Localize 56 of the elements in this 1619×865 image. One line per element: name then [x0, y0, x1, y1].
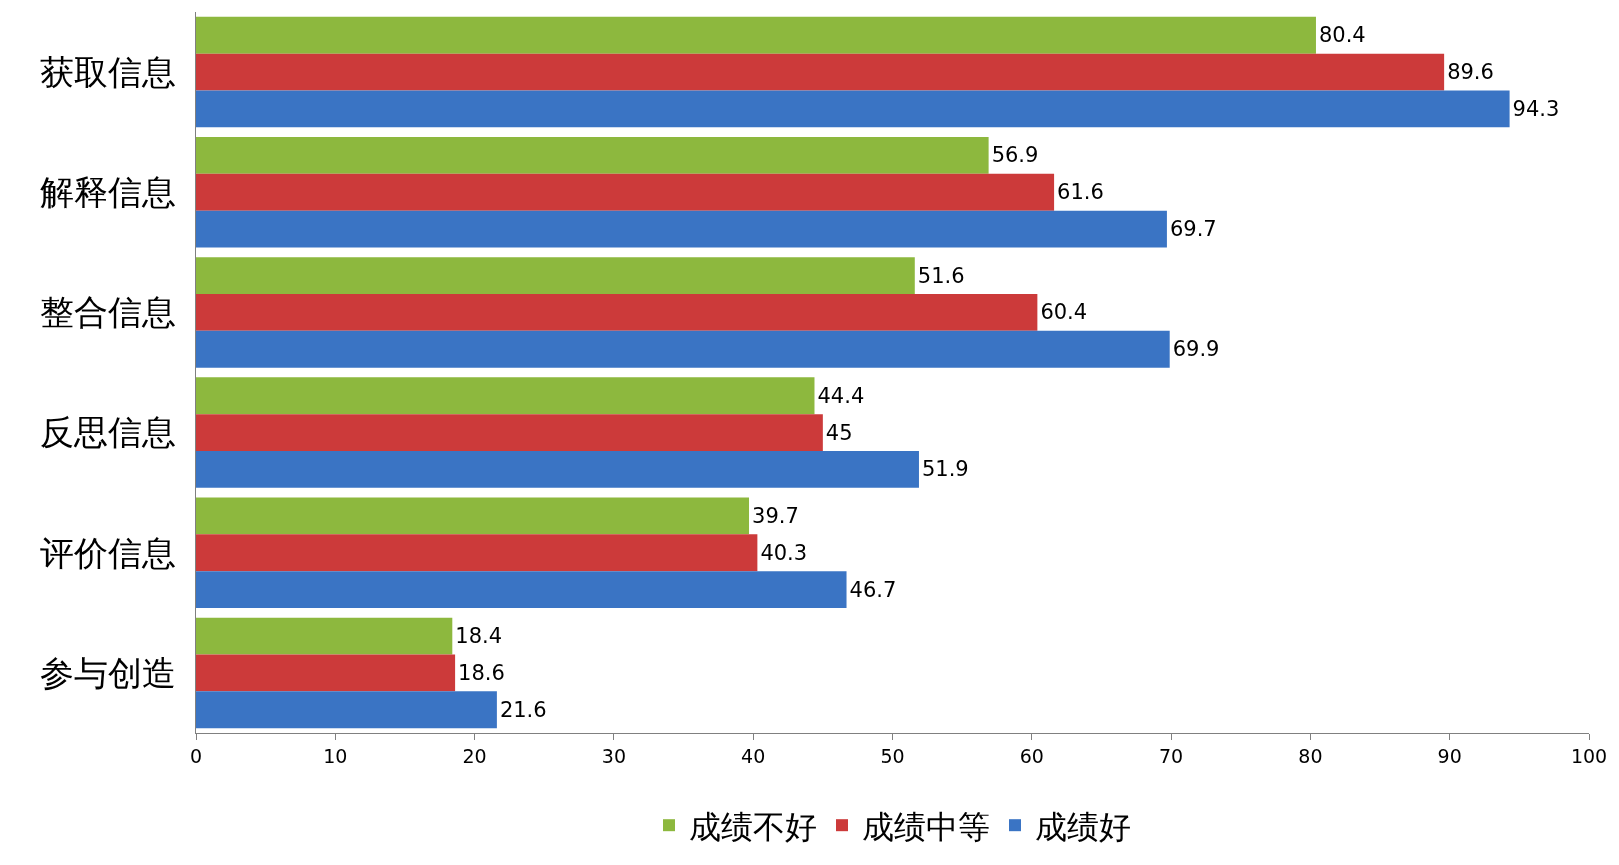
data-label: 51.6 — [917, 263, 965, 288]
data-label: 94.3 — [1512, 96, 1560, 121]
bar — [196, 16, 1316, 54]
x-tick-label: 70 — [1159, 744, 1184, 767]
data-label: 61.6 — [1057, 180, 1104, 205]
data-label: 39.7 — [752, 503, 799, 528]
bar — [196, 330, 1170, 368]
legend-label: 成绩好 — [1035, 807, 1131, 846]
data-label: 69.7 — [1169, 217, 1217, 242]
bar — [196, 293, 1038, 331]
bar — [196, 414, 823, 452]
bar — [196, 136, 989, 174]
bar — [196, 691, 497, 729]
bar — [196, 451, 919, 488]
x-tick-label: 0 — [189, 744, 203, 767]
x-tick-label: 20 — [462, 744, 487, 767]
x-tick-label: 10 — [323, 744, 348, 767]
bar — [196, 210, 1167, 248]
x-tick-label: 50 — [880, 744, 905, 767]
y-tick-label: 获取信息 — [40, 51, 177, 92]
data-label: 18.6 — [458, 660, 505, 685]
x-tick-label: 40 — [741, 744, 766, 767]
bar — [196, 571, 847, 609]
bar — [196, 257, 915, 294]
bar — [196, 534, 758, 572]
data-label: 46.7 — [849, 577, 897, 602]
x-tick-label: 80 — [1298, 744, 1323, 767]
data-label: 89.6 — [1447, 60, 1494, 85]
data-label: 40.3 — [760, 540, 808, 565]
data-label: 21.6 — [499, 697, 547, 722]
data-label: 51.9 — [921, 457, 969, 482]
data-label: 56.9 — [991, 143, 1039, 168]
y-tick-label: 整合信息 — [40, 292, 177, 333]
bar — [196, 53, 1445, 91]
legend-label: 成绩不好 — [689, 807, 817, 846]
data-label: 69.9 — [1172, 337, 1220, 362]
data-label: 44.4 — [817, 383, 865, 408]
bar — [196, 90, 1510, 128]
x-tick-label: 90 — [1437, 744, 1462, 767]
data-label: 18.4 — [455, 624, 503, 649]
data-label: 60.4 — [1040, 300, 1088, 325]
data-label: 80.4 — [1318, 23, 1366, 48]
bar — [196, 377, 815, 415]
x-tick-label: 60 — [1019, 744, 1044, 767]
y-tick-label: 参与创造 — [40, 652, 177, 693]
x-tick-label: 100 — [1570, 744, 1608, 767]
y-tick-label: 评价信息 — [40, 532, 177, 573]
legend-label: 成绩中等 — [862, 807, 990, 846]
data-label: 45 — [825, 420, 853, 445]
x-tick-label: 30 — [601, 744, 626, 767]
y-tick-label: 解释信息 — [40, 172, 177, 213]
bar — [196, 654, 456, 692]
bar — [196, 497, 750, 535]
y-tick-label: 反思信息 — [40, 412, 177, 453]
bar — [196, 617, 453, 655]
bar — [196, 173, 1055, 211]
